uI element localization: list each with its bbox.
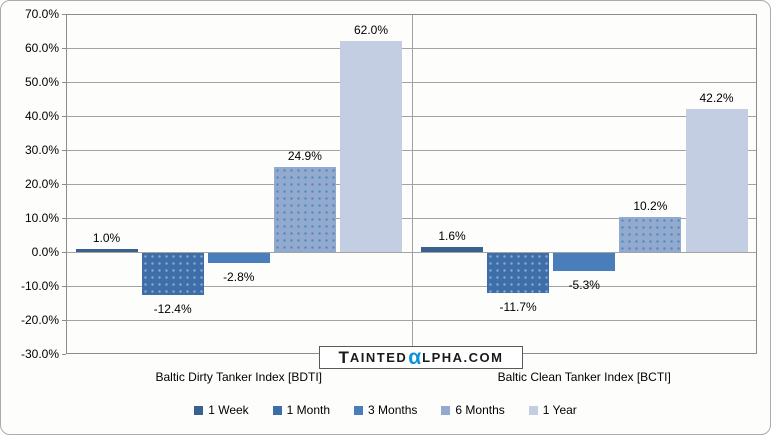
y-tick-label: 20.0% xyxy=(24,177,59,191)
y-tick-label: -20.0% xyxy=(20,313,59,327)
bar-1-month xyxy=(487,253,550,293)
y-tick-label: 40.0% xyxy=(24,109,59,123)
bar-value-label: -5.3% xyxy=(568,278,600,293)
bar-value-label: 42.2% xyxy=(699,90,734,105)
bar-1-week xyxy=(421,246,483,252)
bar-3-months xyxy=(207,253,270,263)
category-divider-line xyxy=(411,15,413,353)
legend-label: 6 Months xyxy=(455,403,505,417)
y-axis-tick xyxy=(62,218,66,219)
bar-value-label: -12.4% xyxy=(153,302,192,317)
legend-marker xyxy=(194,405,204,415)
legend-label: 1 Month xyxy=(286,403,331,417)
bar-6-months xyxy=(273,167,336,252)
legend-marker xyxy=(272,405,282,415)
y-tick-label: -10.0% xyxy=(20,279,59,293)
legend-item-3-months: 3 Months xyxy=(354,403,417,417)
bar-1-year xyxy=(685,108,748,252)
bar-value-label: -2.8% xyxy=(223,269,255,284)
y-axis-tick xyxy=(62,82,66,83)
legend-marker xyxy=(354,405,364,415)
y-axis-tick xyxy=(62,150,66,151)
bar-1-week xyxy=(75,248,138,252)
y-tick-label: 60.0% xyxy=(24,41,59,55)
y-axis-tick xyxy=(62,14,66,15)
y-tick-label: -30.0% xyxy=(20,347,59,361)
bar-value-label: 1.6% xyxy=(438,228,466,243)
y-axis-tick xyxy=(62,354,66,355)
bar-1-month xyxy=(141,253,204,296)
x-axis-category-label: Baltic Clean Tanker Index [BCTI] xyxy=(497,370,671,384)
legend-item-6-months: 6 Months xyxy=(441,403,505,417)
bar-1-year xyxy=(340,41,402,252)
bar-value-label: 24.9% xyxy=(287,149,322,164)
watermark-taintedalpha: T AINTED α LPHA.COM xyxy=(319,346,523,369)
bar-value-label: 10.2% xyxy=(633,199,668,214)
alpha-glyph: α xyxy=(408,345,422,369)
legend-item-1-month: 1 Month xyxy=(272,403,331,417)
legend: 1 Week 1 Month 3 Months 6 Months 1 Year xyxy=(1,403,770,417)
y-tick-label: 0.0% xyxy=(31,245,59,259)
y-tick-label: 10.0% xyxy=(24,211,59,225)
y-axis-tick xyxy=(62,48,66,49)
legend-item-1-year: 1 Year xyxy=(528,403,577,417)
bar-value-label: -11.7% xyxy=(499,299,537,314)
legend-marker xyxy=(528,405,538,415)
bar-value-label: 62.0% xyxy=(353,23,389,38)
y-tick-label: 50.0% xyxy=(24,75,59,89)
legend-label: 3 Months xyxy=(368,403,418,417)
y-axis-tick xyxy=(62,184,66,185)
y-axis-tick xyxy=(62,286,66,287)
legend-item-1-week: 1 Week xyxy=(194,403,249,417)
y-tick-label: 70.0% xyxy=(24,7,59,21)
y-tick-label: 30.0% xyxy=(24,143,59,157)
bar-6-months xyxy=(619,217,682,252)
y-axis-tick xyxy=(62,252,66,253)
watermark-text-suffix: LPHA.COM xyxy=(422,350,504,365)
watermark-text-prefix-rest: AINTED xyxy=(349,350,408,365)
watermark-text-prefix: T xyxy=(338,347,350,367)
y-axis-tick xyxy=(62,116,66,117)
x-axis-category-label: Baltic Dirty Tanker Index [BDTI] xyxy=(155,370,323,384)
legend-marker xyxy=(441,405,451,415)
legend-label: 1 Year xyxy=(542,403,577,417)
legend-label: 1 Week xyxy=(208,403,249,417)
bar-value-label: 1.0% xyxy=(92,230,121,245)
bar-3-months xyxy=(553,253,616,272)
y-axis-tick xyxy=(62,320,66,321)
